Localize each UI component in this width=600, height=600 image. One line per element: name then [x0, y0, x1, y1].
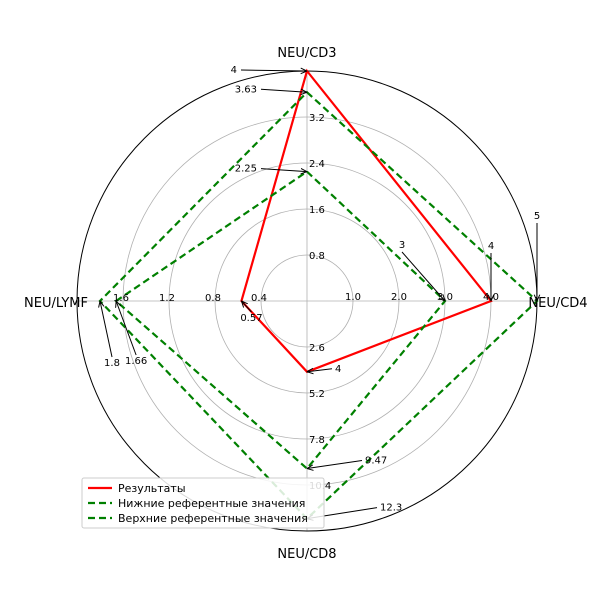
legend-label-2: Верхние референтные значения	[118, 512, 308, 525]
tick-label-neu-cd3: 1.6	[309, 205, 325, 216]
annotation-arrow	[307, 460, 363, 469]
annotation-label: 3.63	[235, 84, 257, 95]
annotation-arrow	[241, 301, 252, 313]
annotation-label: 4	[335, 364, 341, 375]
tick-label-neu-cd3: 2.4	[309, 159, 325, 170]
tick-label-neu-cd8: 7.8	[309, 435, 325, 446]
annotation-label: 5	[534, 211, 540, 222]
axis-title-neu-cd3: NEU/CD3	[277, 46, 336, 61]
series-line-0	[240, 68, 493, 374]
annotation-arrow	[401, 251, 445, 301]
tick-label-neu-cd4: 4.0	[483, 292, 499, 303]
grid	[76, 70, 538, 532]
annotation-label: 4	[488, 241, 494, 252]
tick-label-neu-cd4: 3.0	[437, 292, 453, 303]
axis-title-neu-cd4: NEU/CD4	[528, 296, 587, 311]
tick-label-neu-lymf: 1.6	[113, 293, 129, 304]
axis-title-neu-cd8: NEU/CD8	[277, 547, 336, 562]
tick-label-neu-cd3: 0.8	[309, 251, 325, 262]
legend-box	[81, 477, 325, 529]
annotation-arrow	[100, 301, 113, 358]
tick-label-neu-cd8: 5.2	[309, 389, 325, 400]
tick-label-neu-cd8: 2.6	[309, 343, 325, 354]
series-line-1	[114, 170, 447, 471]
tick-label-neu-cd3: 3.2	[309, 113, 325, 124]
legend: Результаты Нижние референтные значения Вер…	[81, 477, 325, 529]
annotation-label: 0.57	[240, 313, 262, 324]
annotation-label: 1.8	[104, 358, 120, 369]
tick-label-neu-lymf: 0.4	[251, 293, 267, 304]
annotation-label: 9.47	[365, 456, 387, 467]
tick-label-neu-lymf: 1.2	[159, 293, 175, 304]
annotation-arrow	[116, 301, 137, 356]
annotation-arrow	[307, 369, 333, 372]
annotation-arrow	[260, 89, 307, 92]
annotation-label: 12.3	[380, 503, 402, 514]
annotation-label: 3	[399, 240, 405, 251]
legend-label-0: Результаты	[118, 482, 186, 495]
tick-label-neu-cd4: 1.0	[345, 292, 361, 303]
tick-label-neu-cd4: 2.0	[391, 292, 407, 303]
annotations: 4 2.25 3.63 4 3 5 4 9.47 12.3 0.57 1.66 1.8	[100, 65, 540, 519]
annotation-label: 2.25	[235, 164, 257, 175]
axis-title-neu-lymf: NEU/LYMF	[24, 296, 88, 311]
annotation-arrow	[240, 70, 307, 71]
legend-label-1: Нижние референтные значения	[118, 497, 305, 510]
axis-labels: 0.81.62.43.21.02.03.04.02.65.27.810.40.4…	[24, 46, 588, 562]
annotation-label: 4	[231, 65, 237, 76]
annotation-label: 1.66	[125, 356, 147, 367]
tick-label-neu-lymf: 0.8	[205, 293, 221, 304]
annotation-arrow	[260, 169, 307, 172]
